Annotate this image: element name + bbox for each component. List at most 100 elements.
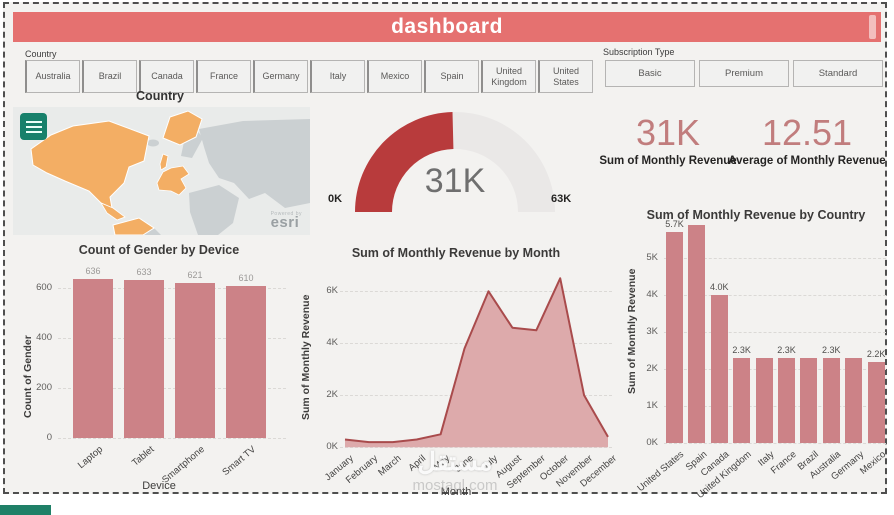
bar-france[interactable] <box>778 357 795 443</box>
y-tick-label: 200 <box>36 382 52 393</box>
data-label: 2.2K <box>866 348 886 359</box>
kpi-average-label: Average of Monthly Revenue <box>728 155 886 168</box>
gauge-min-label: 0K <box>328 193 343 205</box>
chart-revenue-by-month: Sum of Monthly Revenue by Month Sum of M… <box>290 240 622 502</box>
kpi-sum-value: 31K <box>635 112 701 153</box>
world-map[interactable]: Powered by esri <box>13 107 310 235</box>
subscription-option-premium[interactable]: Premium <box>699 60 789 87</box>
bar-canada[interactable] <box>710 295 728 443</box>
country-filter-label: Country <box>25 49 57 59</box>
bar-mexico[interactable] <box>867 361 885 443</box>
y-tick-label: 2K <box>646 363 658 374</box>
y-tick-label: 2K <box>326 389 338 400</box>
x-axis-title: Month <box>440 486 472 498</box>
esri-attribution: Powered by esri <box>270 211 302 231</box>
x-axis-title: Device <box>142 480 176 492</box>
gridline <box>664 406 886 407</box>
gridline <box>340 291 612 292</box>
gridline <box>58 288 286 289</box>
data-label: 633 <box>136 266 152 277</box>
data-label: 636 <box>85 266 101 276</box>
map-menu-button[interactable] <box>20 113 47 140</box>
country-option-germany[interactable]: Germany <box>253 60 308 93</box>
x-category-label: Tablet <box>129 444 157 469</box>
x-category-label: Smart TV <box>220 444 259 479</box>
bar-italy[interactable] <box>755 357 773 443</box>
gridline <box>58 388 286 389</box>
revenue-gauge: 31K 0K 63K <box>320 100 610 235</box>
subscription-option-standard[interactable]: Standard <box>793 60 883 87</box>
x-category-label: April <box>406 453 428 474</box>
gridline <box>664 258 886 259</box>
gridline <box>340 447 612 448</box>
y-tick-label: 600 <box>36 282 52 293</box>
data-label: 621 <box>187 269 203 280</box>
bar-smart-tv[interactable] <box>226 285 266 438</box>
y-tick-label: 0 <box>46 432 52 443</box>
chart-gender-by-device: Count of Gender by Device Count of Gende… <box>14 240 304 498</box>
subscription-filter-label: Subscription Type <box>603 47 675 57</box>
bar-germany[interactable] <box>845 357 863 443</box>
country-option-italy[interactable]: Italy <box>310 60 365 93</box>
page-title: dashboard <box>391 15 503 38</box>
x-category-label: Laptop <box>75 444 106 472</box>
gauge-max-label: 63K <box>551 193 572 205</box>
data-label: 2.3K <box>777 344 796 355</box>
subscription-slicer: Basic Premium Standard <box>605 60 887 87</box>
gridline <box>664 332 886 333</box>
country-option-united-states[interactable]: United States <box>538 60 593 93</box>
y-tick-label: 5K <box>646 252 658 263</box>
y-tick-label: 3K <box>646 326 658 337</box>
kpi-average-revenue: 12.51 Average of Monthly Revenue <box>728 112 886 167</box>
subscription-option-basic[interactable]: Basic <box>605 60 695 87</box>
gridline <box>664 443 886 444</box>
bar-spain[interactable] <box>688 225 706 443</box>
chart-revenue-by-country: Sum of Monthly Revenue by Country Sum of… <box>620 198 892 501</box>
bar-smartphone[interactable] <box>175 282 215 438</box>
country-option-mexico[interactable]: Mexico <box>367 60 422 93</box>
y-tick-label: 6K <box>326 285 338 296</box>
bar-brazil[interactable] <box>800 357 818 443</box>
y-tick-label: 0K <box>326 441 338 452</box>
kpi-sum-label: Sum of Monthly Revenue <box>599 155 737 168</box>
bar-united-kingdom[interactable] <box>733 357 751 443</box>
bottom-left-accent <box>0 505 51 515</box>
data-label: 610 <box>238 272 254 283</box>
bar-tablet[interactable] <box>124 279 164 438</box>
gauge-value: 31K <box>424 162 486 200</box>
x-category-label: May <box>430 453 452 473</box>
chart-title: Sum of Monthly Revenue by Month <box>351 246 561 260</box>
kpi-sum-revenue: 31K Sum of Monthly Revenue <box>598 112 738 167</box>
country-option-canada[interactable]: Canada <box>139 60 194 93</box>
data-label: 2.3K <box>732 344 751 355</box>
x-category-label: June <box>452 453 476 475</box>
y-tick-label: 1K <box>646 400 658 411</box>
chart-title: Sum of Monthly Revenue by Country <box>646 208 866 222</box>
y-tick-label: 4K <box>646 289 658 300</box>
country-slicer: Australia Brazil Canada France Germany Italy M… <box>25 60 595 93</box>
y-axis-title: Sum of Monthly Revenue <box>300 294 312 420</box>
country-option-united-kingdom[interactable]: United Kingdom <box>481 60 536 93</box>
gridline <box>664 369 886 370</box>
gridline <box>58 438 286 439</box>
title-bar: dashboard <box>13 12 881 42</box>
data-label: 4.0K <box>710 282 729 292</box>
x-category-label: March <box>376 453 404 479</box>
country-option-brazil[interactable]: Brazil <box>82 60 137 93</box>
bar-australia[interactable] <box>822 357 840 443</box>
y-tick-label: 400 <box>36 332 52 343</box>
bar-united-states[interactable] <box>666 232 683 443</box>
y-axis-title: Sum of Monthly Revenue <box>626 268 638 394</box>
gridline <box>664 295 886 296</box>
bar-laptop[interactable] <box>73 279 113 438</box>
area-series[interactable] <box>344 276 609 449</box>
data-label: 5.7K <box>665 219 684 230</box>
hamburger-icon <box>25 120 42 123</box>
gridline <box>58 338 286 339</box>
y-tick-label: 0K <box>646 437 658 448</box>
country-option-france[interactable]: France <box>196 60 251 93</box>
country-option-australia[interactable]: Australia <box>25 60 80 93</box>
gauge-arc <box>355 112 555 212</box>
country-option-spain[interactable]: Spain <box>424 60 479 93</box>
